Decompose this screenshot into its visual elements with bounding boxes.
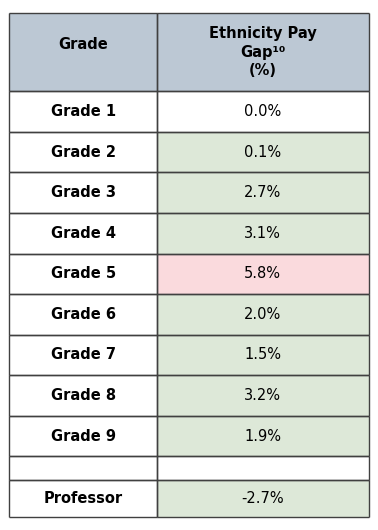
Text: Grade 5: Grade 5 [51,266,116,281]
Bar [156,91,369,132]
Bar [156,456,369,481]
Bar [156,13,369,91]
Bar [9,213,156,253]
Text: Professor: Professor [43,491,122,506]
Bar [156,334,369,375]
Bar [9,481,156,517]
Text: 5.8%: 5.8% [244,266,281,281]
Text: 0.0%: 0.0% [244,104,281,119]
Text: Grade 9: Grade 9 [51,429,116,444]
Text: 2.7%: 2.7% [244,185,281,200]
Bar [9,294,156,334]
Text: Grade: Grade [58,37,108,52]
Bar [156,375,369,416]
Text: Grade 4: Grade 4 [51,226,116,241]
Bar [156,213,369,253]
Text: -2.7%: -2.7% [241,491,284,506]
Bar [9,253,156,294]
Bar [156,481,369,517]
Text: 1.9%: 1.9% [244,429,281,444]
Bar [9,416,156,456]
Bar [9,91,156,132]
Bar [9,375,156,416]
Text: 2.0%: 2.0% [244,307,281,322]
Bar [156,294,369,334]
Bar [9,132,156,172]
Text: Grade 2: Grade 2 [51,145,116,160]
Bar [156,416,369,456]
Bar [156,253,369,294]
Bar [9,334,156,375]
Text: Grade 7: Grade 7 [51,348,116,363]
Text: 3.2%: 3.2% [244,388,281,403]
Text: Grade 3: Grade 3 [51,185,116,200]
Text: 1.5%: 1.5% [244,348,281,363]
Bar [156,172,369,213]
Text: Grade 1: Grade 1 [51,104,116,119]
Text: 3.1%: 3.1% [244,226,281,241]
Bar [9,456,156,481]
Bar [9,13,156,91]
Text: Ethnicity Pay
Gap¹⁰
(%): Ethnicity Pay Gap¹⁰ (%) [209,26,316,78]
Text: 0.1%: 0.1% [244,145,281,160]
Bar [156,132,369,172]
Text: Grade 6: Grade 6 [51,307,116,322]
Text: Grade 8: Grade 8 [51,388,116,403]
Bar [9,172,156,213]
